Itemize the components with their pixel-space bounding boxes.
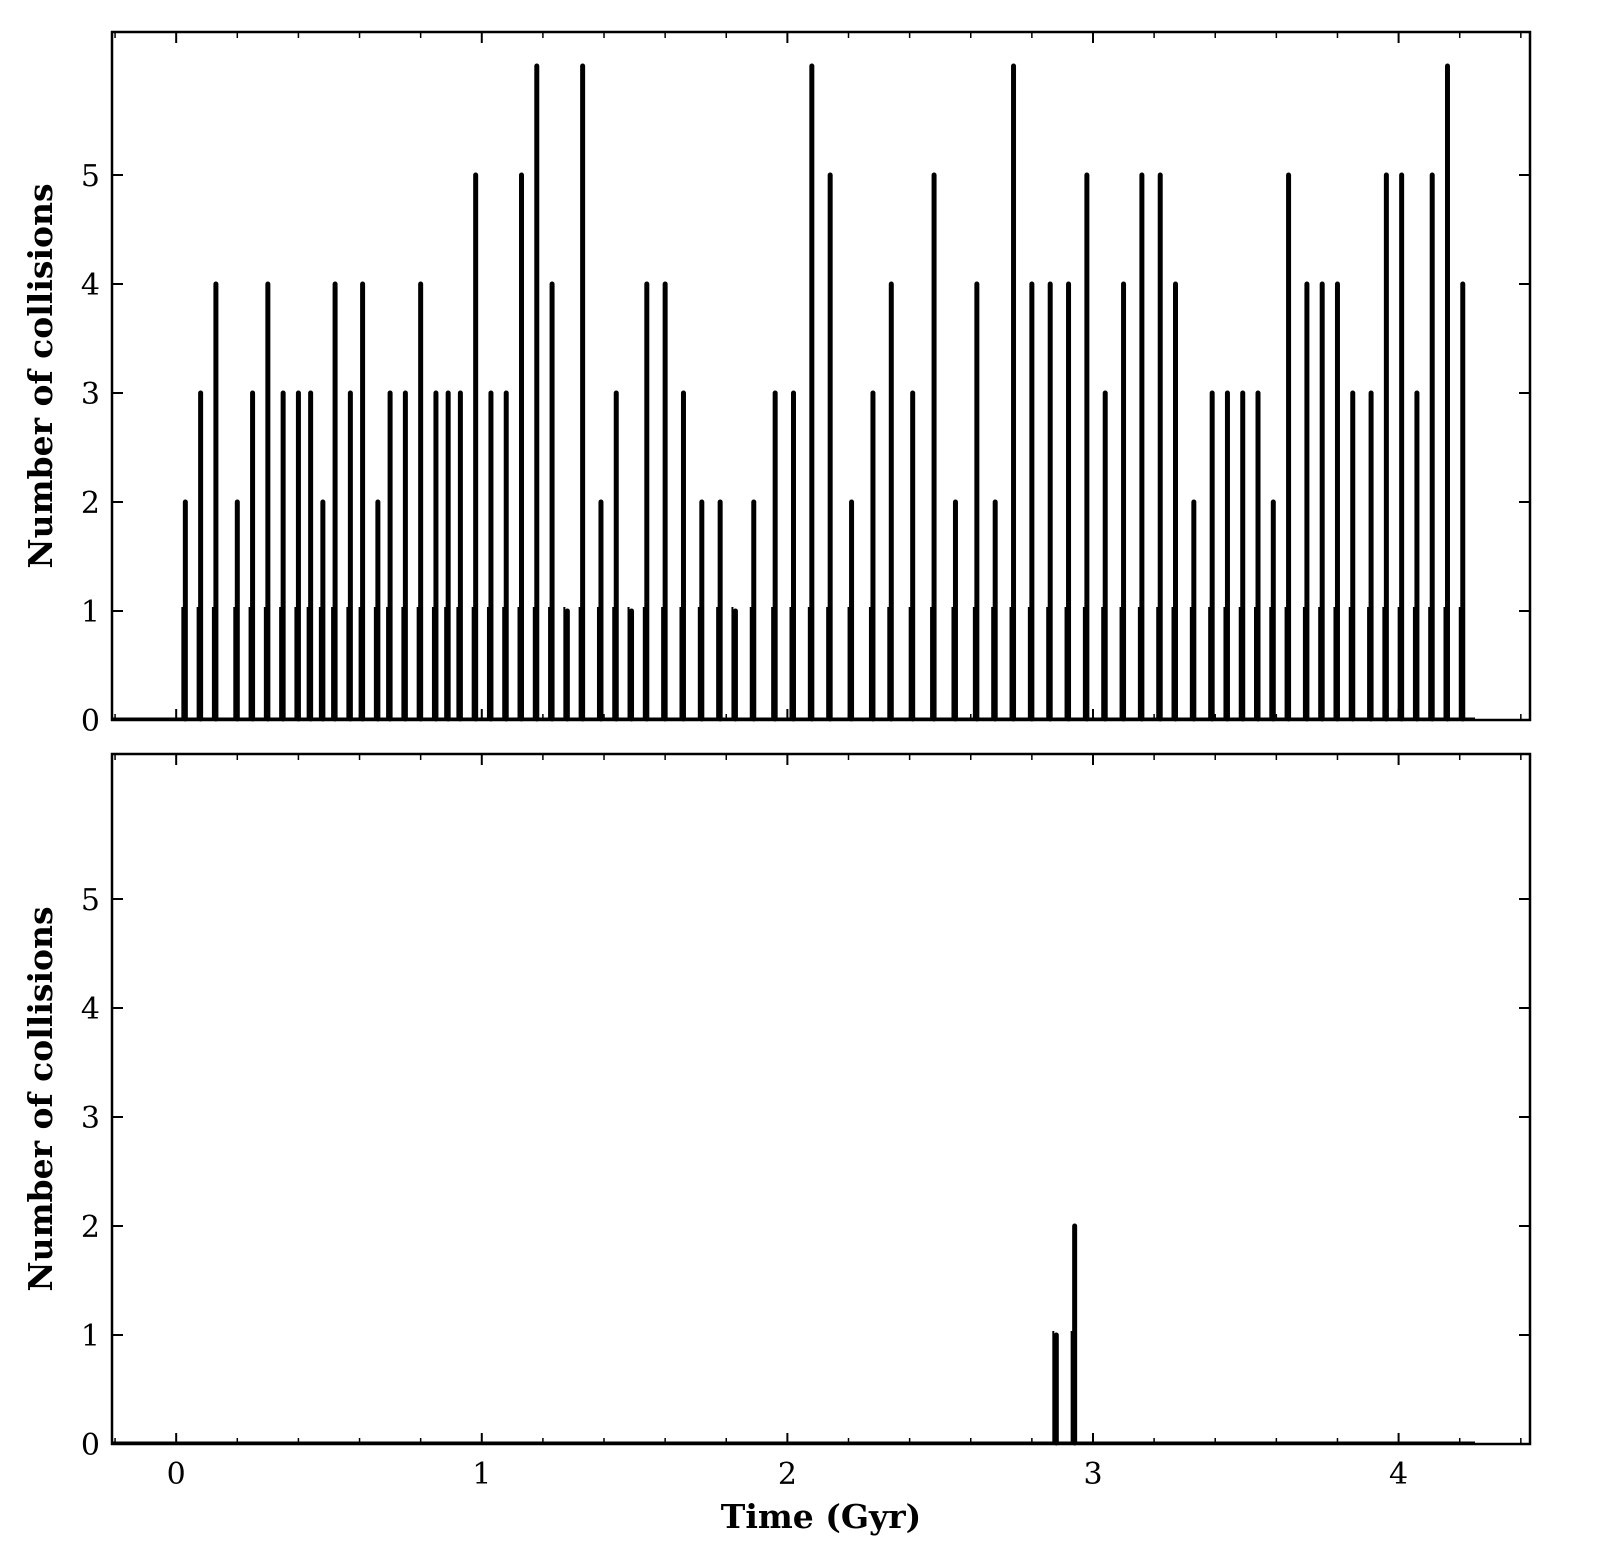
y-tick-label: 2 — [81, 1210, 100, 1245]
x-tick-label: 2 — [778, 1457, 797, 1492]
y-tick-label: 5 — [81, 159, 100, 194]
x-tick-label: 1 — [472, 1457, 491, 1492]
y-tick-label: 0 — [81, 1428, 100, 1463]
top-panel: 0 1 2 3 4 5 Number of collisions — [21, 30, 1532, 739]
y-axis-label: Number of collisions — [21, 183, 60, 568]
bottom-panel: 0 1 2 3 4 5 0 1 2 3 4 Number of collisions Time (Gyr… — [21, 752, 1532, 1536]
y-tick-label: 2 — [81, 486, 100, 521]
y-axis-label: Number of collisions — [21, 906, 60, 1291]
y-tick-label: 3 — [81, 1101, 100, 1136]
y-tick-label: 5 — [81, 883, 100, 918]
x-tick-label: 3 — [1083, 1457, 1102, 1492]
y-tick-label: 1 — [81, 595, 100, 630]
y-tick-label: 3 — [81, 377, 100, 412]
y-tick-label: 1 — [81, 1319, 100, 1354]
y-tick-label: 4 — [81, 268, 100, 303]
y-tick-label: 0 — [81, 704, 100, 739]
y-tick-label: 4 — [81, 992, 100, 1027]
plot-frame — [110, 752, 1532, 1446]
x-tick-label: 4 — [1389, 1457, 1408, 1492]
x-tick-label: 0 — [167, 1457, 186, 1492]
x-axis-label: Time (Gyr) — [721, 1497, 921, 1536]
